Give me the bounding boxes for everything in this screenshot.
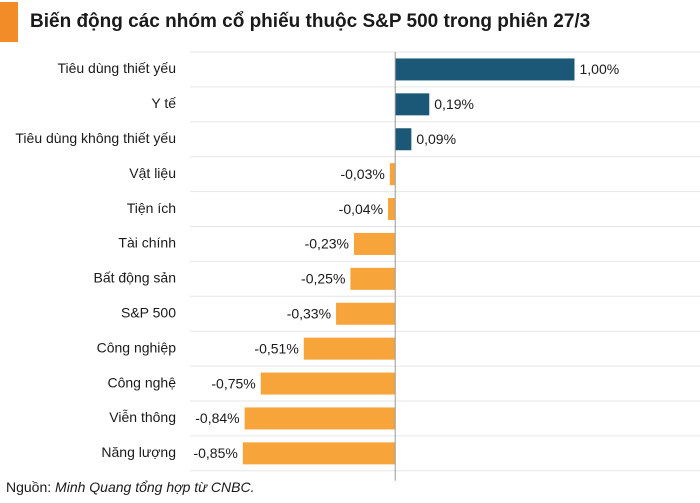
category-label: Tiêu dùng thiết yếu	[57, 60, 176, 76]
category-label: Tài chính	[118, 235, 176, 251]
category-label: Công nghệ	[107, 374, 176, 390]
value-label: 1,00%	[580, 61, 620, 77]
category-label: Tiện ích	[127, 200, 176, 216]
value-label: -0,25%	[301, 271, 345, 287]
value-label: 0,09%	[416, 131, 456, 147]
value-label: -0,51%	[254, 340, 298, 356]
source-text: Minh Quang tổng hợp từ CNBC.	[55, 479, 254, 495]
bar	[395, 128, 412, 151]
chart-title: Biến động các nhóm cổ phiếu thuộc S&P 50…	[30, 11, 590, 32]
value-label: -0,33%	[287, 305, 331, 321]
source-label: Nguồn:	[6, 479, 51, 495]
bar	[303, 337, 396, 360]
category-label: Bất động sản	[93, 270, 176, 286]
bar	[242, 442, 396, 465]
bar	[260, 372, 396, 395]
source: Nguồn: Minh Quang tổng hợp từ CNBC.	[6, 479, 254, 495]
bar	[395, 93, 430, 116]
bar	[389, 163, 396, 186]
value-label: -0,75%	[211, 375, 255, 391]
category-label: S&P 500	[121, 304, 176, 320]
bar	[395, 58, 575, 81]
title-accent	[0, 2, 18, 42]
category-label: Công nghiệp	[97, 339, 177, 355]
category-label: Năng lượng	[101, 444, 176, 460]
bar	[336, 302, 396, 325]
value-label: -0,23%	[305, 236, 349, 252]
value-label: -0,84%	[195, 410, 239, 426]
value-label: -0,03%	[340, 166, 384, 182]
value-label: 0,19%	[434, 96, 474, 112]
bar	[350, 267, 396, 290]
category-label: Y tế	[151, 95, 176, 111]
value-label: -0,85%	[193, 445, 237, 461]
bar	[244, 407, 396, 430]
category-label: Tiêu dùng không thiết yếu	[15, 130, 176, 146]
category-label: Viễn thông	[109, 409, 176, 425]
bar	[353, 232, 396, 255]
value-label: -0,04%	[339, 201, 383, 217]
category-label: Vật liệu	[129, 165, 176, 181]
bar	[388, 198, 396, 221]
